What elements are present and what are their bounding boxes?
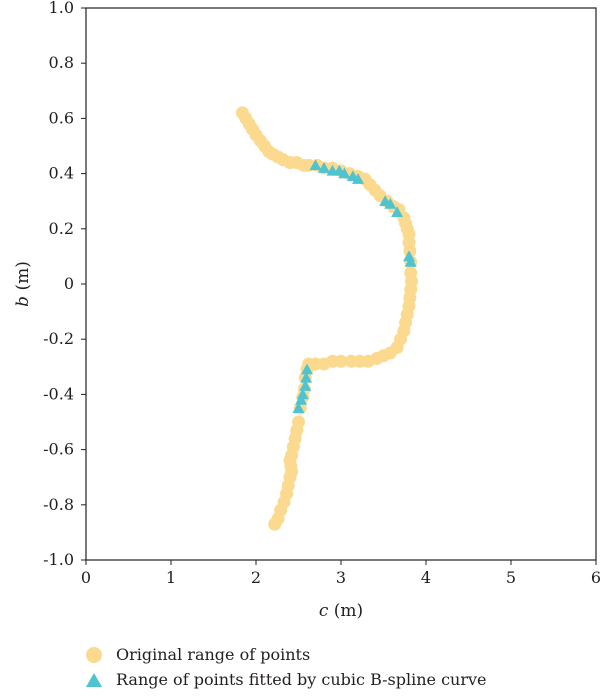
- x-tick-label: 4: [421, 568, 431, 587]
- x-tick-label: 2: [251, 568, 261, 587]
- x-tick-label: 0: [81, 568, 91, 587]
- y-tick-label: -0.6: [43, 440, 74, 459]
- series-fitted-points: [292, 159, 417, 413]
- legend-item-original: Original range of points: [86, 642, 487, 667]
- data-point-fitted: [295, 393, 308, 405]
- x-tick-label: 3: [336, 568, 346, 587]
- legend-item-fitted: Range of points fitted by cubic B-spline…: [86, 667, 487, 692]
- data-point-fitted: [318, 162, 330, 173]
- circle-marker-icon: [86, 646, 102, 663]
- x-axis-title: c (m): [319, 601, 363, 621]
- legend: Original range of points Range of points…: [86, 642, 487, 692]
- data-point-fitted: [352, 173, 364, 184]
- data-point-fitted: [299, 380, 312, 391]
- x-axis-ticks: 0 1 2 3 4 5 6: [81, 560, 601, 587]
- data-point-fitted: [309, 159, 322, 171]
- legend-label-original: Original range of points: [116, 644, 311, 664]
- data-point-fitted: [391, 206, 404, 218]
- x-tick-label: 5: [506, 568, 516, 587]
- plot-frame: [85, 7, 597, 561]
- y-tick-label: -1.0: [43, 550, 74, 569]
- data-point-fitted: [300, 371, 313, 383]
- y-tick-label: 1.0: [49, 0, 74, 17]
- y-axis-ticks: 1.0 0.8 0.6 0.4 0.2 0 -0.2 -0.4 -0.6 -0.8 -1.0: [43, 0, 86, 569]
- y-tick-label: 0.8: [49, 53, 74, 72]
- triangle-marker-icon: [86, 672, 102, 687]
- data-point-fitted: [301, 363, 313, 375]
- y-tick-label: -0.4: [43, 384, 74, 403]
- y-axis-title: b (m): [13, 261, 33, 307]
- y-tick-label: 0: [64, 274, 74, 293]
- y-axis-unit: (m): [13, 261, 33, 290]
- data-point-fitted: [292, 402, 305, 413]
- x-tick-label: 6: [591, 568, 601, 587]
- y-tick-label: -0.8: [43, 495, 74, 514]
- data-point-fitted: [384, 197, 397, 209]
- y-tick-label: 0.6: [49, 108, 74, 127]
- y-tick-label: 0.2: [49, 219, 74, 238]
- data-point-original: [403, 244, 417, 258]
- y-tick-label: -0.2: [43, 329, 74, 348]
- data-point-fitted: [404, 255, 417, 267]
- data-point-original: [268, 517, 282, 531]
- y-tick-label: 0.4: [49, 164, 74, 183]
- x-tick-label: 1: [166, 568, 176, 587]
- data-point-fitted: [338, 167, 351, 179]
- x-axis-unit: (m): [334, 601, 363, 621]
- data-point-original: [344, 354, 358, 368]
- legend-label-fitted: Range of points fitted by cubic B-spline…: [116, 669, 487, 689]
